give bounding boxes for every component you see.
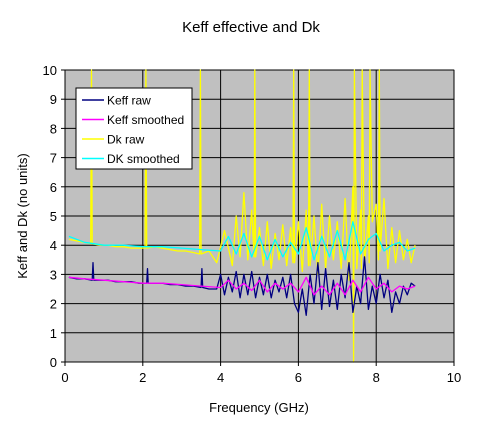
y-tick-label: 5 (50, 209, 57, 224)
y-tick-label: 10 (43, 63, 57, 78)
chart-title: Keff effective and Dk (182, 19, 320, 36)
y-tick-label: 1 (50, 326, 57, 341)
legend-label: DK smoothed (107, 152, 180, 166)
y-tick-label: 6 (50, 180, 57, 195)
y-tick-label: 8 (50, 121, 57, 136)
x-tick-label: 6 (295, 370, 302, 385)
y-tick-label: 0 (50, 355, 57, 370)
y-tick-label: 9 (50, 92, 57, 107)
y-tick-label: 3 (50, 267, 57, 282)
series-line-keff-smoothed (68, 276, 416, 296)
legend: Keff raw Keff smoothed Dk raw DK smoothed (75, 87, 193, 170)
x-tick-label: 2 (139, 370, 146, 385)
y-tick-label: 4 (50, 238, 57, 253)
x-tick-labels: 0 2 4 6 8 10 (61, 362, 461, 385)
y-axis-label: Keff and Dk (no units) (15, 153, 30, 279)
legend-label: Dk raw (107, 133, 145, 147)
x-axis-label: Frequency (GHz) (209, 400, 309, 415)
legend-box (75, 87, 193, 170)
x-tick-label: 4 (217, 370, 224, 385)
legend-label: Keff raw (107, 94, 151, 108)
y-tick-label: 7 (50, 151, 57, 166)
series-line-dk-smoothed (68, 221, 416, 261)
series-line-keff-raw (68, 256, 416, 316)
legend-label: Keff smoothed (107, 113, 184, 127)
x-tick-label: 0 (61, 370, 68, 385)
x-tick-label: 8 (373, 370, 380, 385)
series-layer (68, 69, 416, 363)
y-tick-label: 2 (50, 297, 57, 312)
y-tick-labels: 0 1 2 3 4 5 6 7 8 9 10 (43, 63, 65, 370)
x-tick-label: 10 (447, 370, 461, 385)
